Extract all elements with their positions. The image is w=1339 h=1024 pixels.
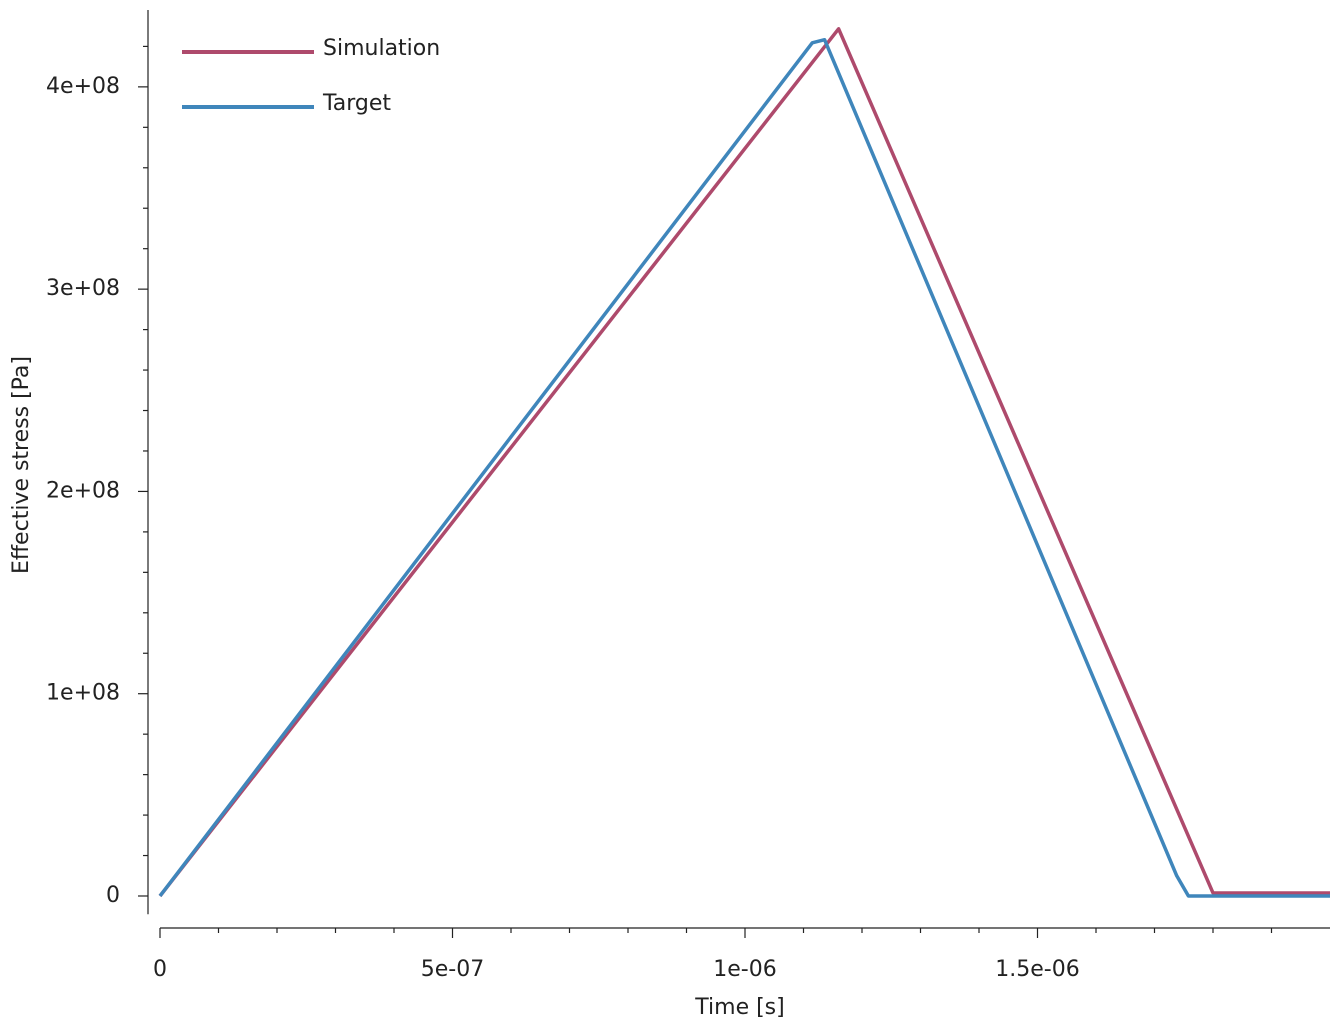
y-tick-label: 2e+08 [46, 478, 120, 503]
y-axis-label: Effective stress [Pa] [9, 356, 34, 574]
series-line [158, 37, 1330, 898]
x-tick-label: 1e-06 [713, 957, 776, 982]
y-tick-label: 3e+08 [46, 276, 120, 301]
y-tick-label: 1e+08 [46, 681, 120, 706]
y-tick-label: 4e+08 [46, 74, 120, 99]
x-tick-label: 1.5e-06 [995, 957, 1079, 982]
series-line [158, 27, 1330, 898]
x-axis-label: Time [s] [694, 995, 784, 1020]
legend-label: Target [322, 91, 391, 116]
x-tick-label: 5e-07 [421, 957, 484, 982]
x-tick-label: 0 [153, 957, 167, 982]
y-tick-label: 0 [106, 883, 120, 908]
legend-label: Simulation [323, 36, 440, 61]
